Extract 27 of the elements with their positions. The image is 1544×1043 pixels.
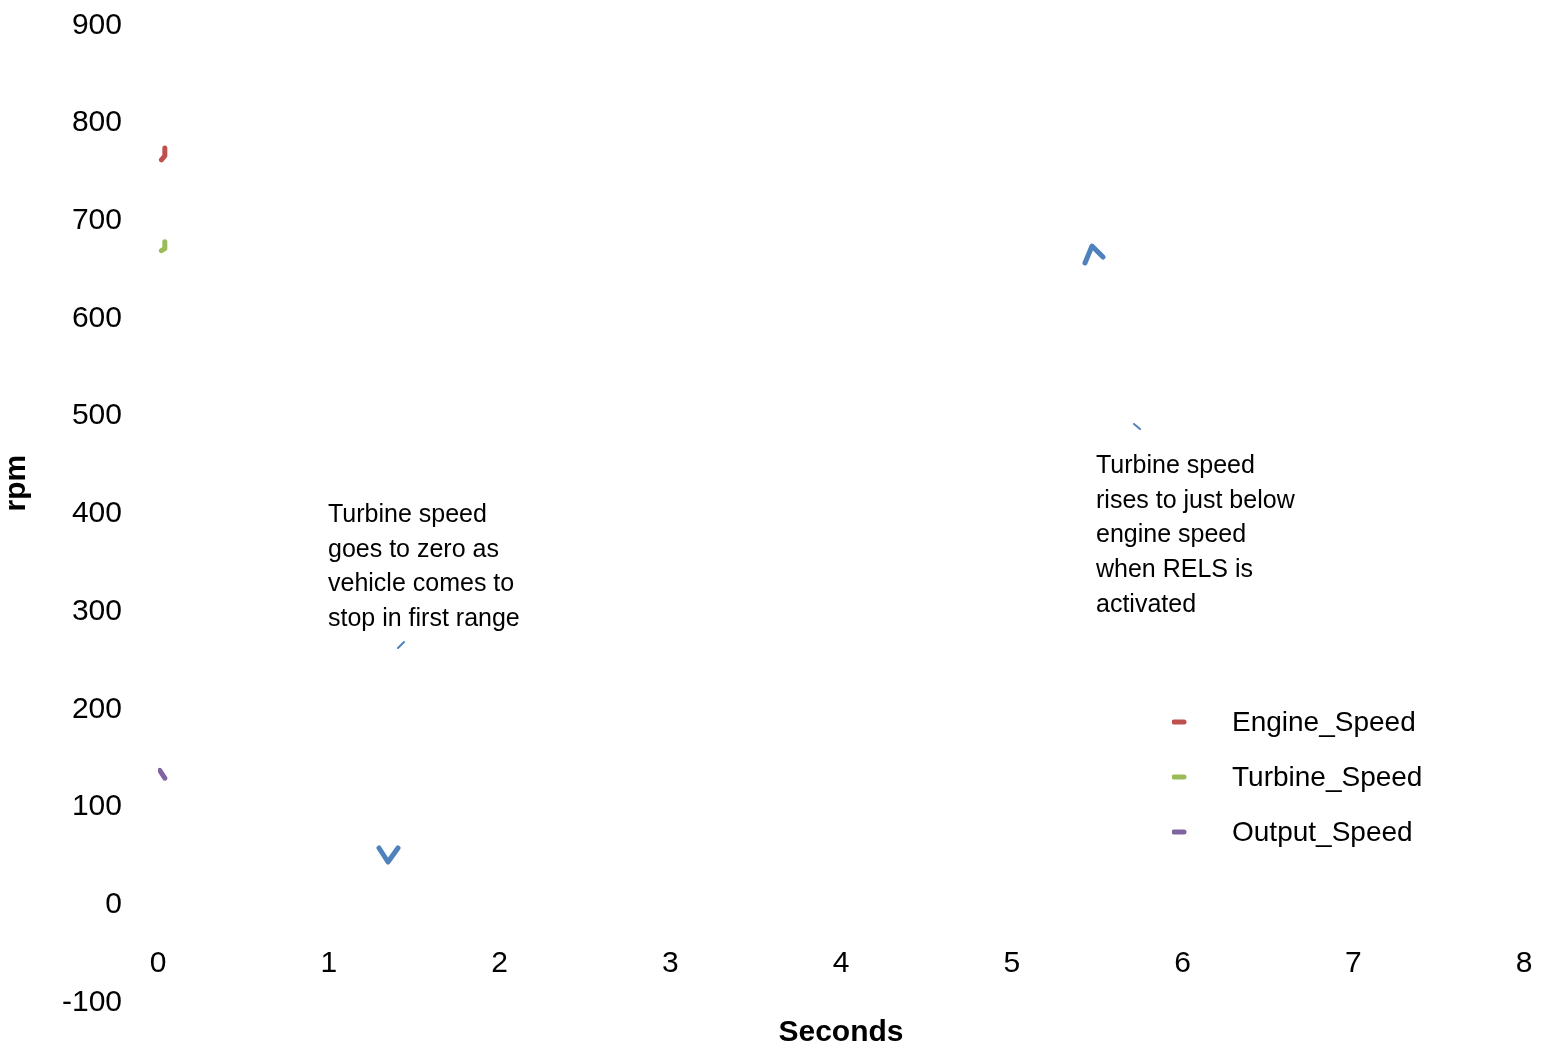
legend-label: Output_Speed <box>1232 815 1413 848</box>
y-axis-title: rpm <box>0 454 31 512</box>
x-tick-label: 5 <box>1003 945 1021 978</box>
y-tick-label: 700 <box>71 202 122 236</box>
x-tick-label: 4 <box>832 945 850 978</box>
x-tick-label: 1 <box>320 945 338 978</box>
x-tick-label: 2 <box>491 945 508 978</box>
legend-label: Turbine_Speed <box>1232 760 1423 793</box>
y-tick-label: -100 <box>61 983 122 1017</box>
annotation: Turbine speed goes to zero as vehicle comes to stop in first range <box>328 498 520 634</box>
y-tick-label: 800 <box>71 104 122 138</box>
x-tick-label: 7 <box>1344 945 1362 978</box>
annotation: Turbine speed rises to just below engine speed when RELS is activated <box>1096 449 1295 619</box>
legend-label: Engine_Speed <box>1232 705 1416 738</box>
y-tick-label: 300 <box>71 592 122 626</box>
x-tick-label: 0 <box>149 945 167 978</box>
y-tick-label: 200 <box>71 690 122 724</box>
y-tick-label: 900 <box>71 6 122 40</box>
x-tick-label: 6 <box>1174 945 1191 978</box>
y-tick-label: 400 <box>71 495 122 529</box>
y-tick-label: 500 <box>71 397 122 431</box>
x-tick-label: 3 <box>661 945 679 978</box>
y-tick-label: 100 <box>71 788 122 822</box>
x-axis-title: Seconds <box>778 1014 904 1043</box>
x-tick-label: 8 <box>1515 945 1533 978</box>
y-tick-label: 600 <box>71 299 122 333</box>
y-tick-label: 0 <box>105 885 122 919</box>
